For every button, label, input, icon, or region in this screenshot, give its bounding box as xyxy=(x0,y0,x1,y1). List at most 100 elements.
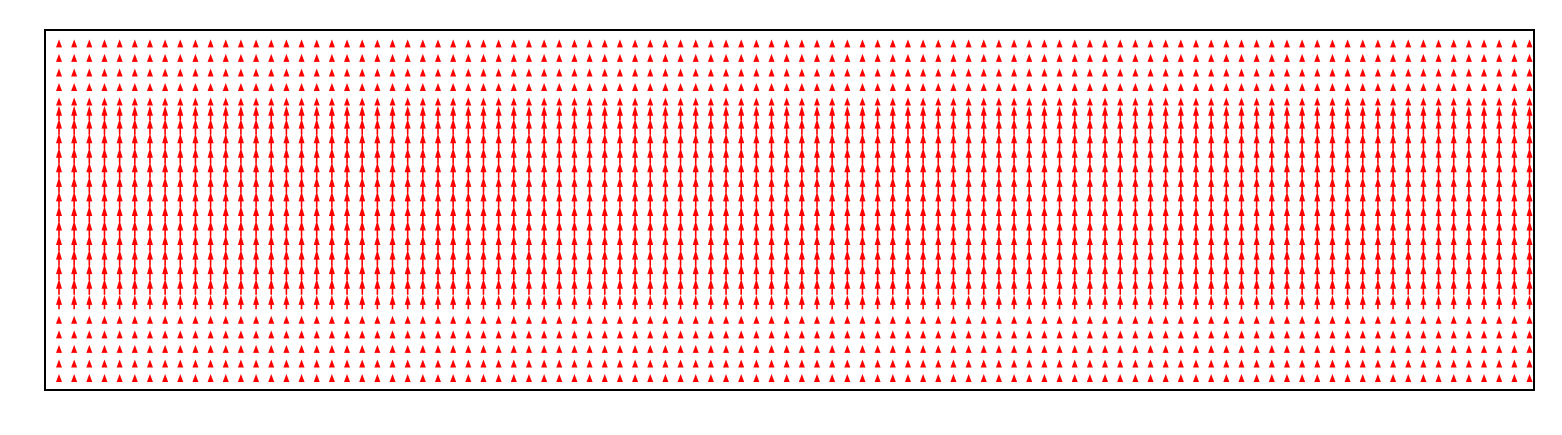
arrow-mark xyxy=(1102,162,1109,179)
arrow-mark xyxy=(1238,191,1245,208)
arrow-mark xyxy=(995,133,1002,150)
arrow-mark xyxy=(1177,205,1184,222)
arrow-mark xyxy=(859,264,866,281)
arrow-mark xyxy=(192,315,199,324)
arrow-mark xyxy=(1511,133,1518,150)
arrow-mark xyxy=(222,278,229,295)
arrow-mark xyxy=(177,374,184,382)
arrow-mark xyxy=(1511,176,1518,193)
arrow-mark xyxy=(283,374,290,382)
arrow-mark xyxy=(768,249,775,266)
arrow-mark xyxy=(131,83,138,91)
arrow-mark xyxy=(647,53,654,62)
arrow-mark xyxy=(253,294,260,310)
arrow-mark xyxy=(298,53,305,62)
arrow-mark xyxy=(829,278,836,295)
arrow-mark xyxy=(541,191,548,208)
arrow-mark xyxy=(632,162,639,179)
arrow-mark xyxy=(1344,83,1351,91)
arrow-mark xyxy=(56,133,62,150)
arrow-mark xyxy=(753,278,760,295)
arrow-mark xyxy=(1268,315,1275,324)
arrow-mark xyxy=(1390,205,1397,222)
arrow-mark xyxy=(328,264,335,281)
arrow-mark xyxy=(1526,83,1533,91)
arrow-mark xyxy=(374,249,381,266)
arrow-mark xyxy=(268,68,275,77)
arrow-mark xyxy=(677,249,684,266)
arrow-mark xyxy=(814,191,820,208)
arrow-mark xyxy=(177,191,184,208)
arrow-mark xyxy=(162,191,169,208)
arrow-mark xyxy=(1481,264,1488,281)
arrow-mark xyxy=(692,220,699,237)
arrow-mark xyxy=(313,118,320,135)
arrow-mark xyxy=(71,374,78,382)
arrow-mark xyxy=(601,53,608,62)
arrow-mark xyxy=(904,249,911,266)
arrow-mark xyxy=(1420,249,1427,266)
arrow-mark xyxy=(677,278,684,295)
arrow-mark xyxy=(920,205,927,222)
arrow-mark xyxy=(222,39,229,48)
arrow-mark xyxy=(1283,344,1290,353)
arrow-mark xyxy=(389,191,396,208)
arrow-mark xyxy=(1450,220,1457,237)
arrow-mark xyxy=(1465,118,1472,135)
arrow-mark xyxy=(1011,39,1018,48)
arrow-mark xyxy=(1420,97,1427,106)
arrow-mark xyxy=(1359,235,1366,252)
arrow-mark xyxy=(874,118,881,135)
arrow-mark xyxy=(283,330,290,339)
arrow-mark xyxy=(328,118,335,135)
arrow-mark xyxy=(177,315,184,324)
arrow-mark xyxy=(1435,249,1442,266)
arrow-mark xyxy=(313,220,320,237)
arrow-mark xyxy=(753,105,760,121)
arrow-mark xyxy=(889,359,896,368)
arrow-mark xyxy=(1299,147,1306,164)
arrow-mark xyxy=(753,162,760,179)
arrow-mark xyxy=(1162,264,1169,281)
arrow-mark xyxy=(56,53,62,62)
arrow-mark xyxy=(71,39,78,48)
arrow-mark xyxy=(1374,235,1381,252)
arrow-mark xyxy=(692,162,699,179)
arrow-mark xyxy=(525,374,532,382)
arrow-mark xyxy=(738,330,745,339)
arrow-mark xyxy=(556,83,563,91)
arrow-mark xyxy=(556,249,563,266)
arrow-mark xyxy=(707,330,714,339)
arrow-mark xyxy=(1193,374,1199,382)
arrow-mark xyxy=(1481,68,1488,77)
arrow-mark xyxy=(1117,162,1124,179)
arrow-mark xyxy=(647,39,654,48)
arrow-mark xyxy=(541,344,548,353)
arrow-mark xyxy=(965,249,972,266)
arrow-mark xyxy=(995,191,1002,208)
arrow-mark xyxy=(253,133,260,150)
arrow-mark xyxy=(1299,176,1306,193)
arrow-mark xyxy=(56,118,62,135)
arrow-mark xyxy=(1223,264,1230,281)
arrow-mark xyxy=(253,235,260,252)
arrow-mark xyxy=(222,205,229,222)
arrow-mark xyxy=(1374,53,1381,62)
arrow-mark xyxy=(753,133,760,150)
arrow-mark xyxy=(829,83,836,91)
arrow-mark xyxy=(192,39,199,48)
arrow-mark xyxy=(1526,118,1533,135)
arrow-mark xyxy=(1071,53,1078,62)
arrow-mark xyxy=(1102,97,1109,106)
arrow-mark xyxy=(1314,68,1321,77)
arrow-mark xyxy=(601,278,608,295)
arrow-mark xyxy=(495,97,502,106)
arrow-mark xyxy=(1420,330,1427,339)
arrow-mark xyxy=(814,294,820,310)
arrow-mark xyxy=(268,39,275,48)
arrow-mark xyxy=(1405,53,1412,62)
arrow-mark xyxy=(298,176,305,193)
arrow-mark xyxy=(965,191,972,208)
arrow-mark xyxy=(1314,53,1321,62)
arrow-mark xyxy=(965,294,972,310)
